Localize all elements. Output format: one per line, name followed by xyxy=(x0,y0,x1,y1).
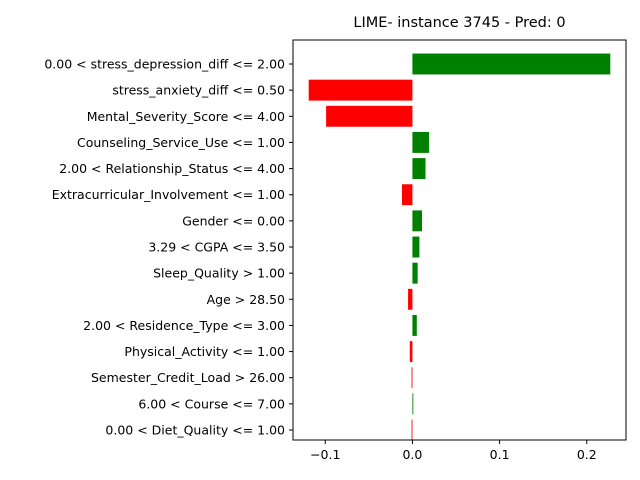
y-tick-label: Counseling_Service_Use <= 1.00 xyxy=(77,135,285,150)
y-tick-label: 3.29 < CGPA <= 3.50 xyxy=(148,240,285,255)
bars-group xyxy=(308,53,611,441)
y-tick-label: Semester_Credit_Load > 26.00 xyxy=(91,370,285,385)
y-tick-label: Physical_Activity <= 1.00 xyxy=(124,344,285,359)
bar-5 xyxy=(401,184,413,206)
plot-frame xyxy=(292,39,627,441)
bar-2 xyxy=(326,105,413,127)
bar-1 xyxy=(308,79,413,101)
x-tick-label: 0.0 xyxy=(402,447,422,462)
y-tick-label: 2.00 < Relationship_Status <= 4.00 xyxy=(59,161,285,176)
bar-3 xyxy=(412,131,429,153)
y-tick-label: Sleep_Quality > 1.00 xyxy=(153,266,285,281)
bar-14 xyxy=(411,419,413,441)
bar-11 xyxy=(409,341,413,363)
bar-9 xyxy=(408,288,413,310)
x-tick-label: −0.1 xyxy=(310,447,340,462)
y-tick-label: stress_anxiety_diff <= 0.50 xyxy=(112,83,285,98)
bar-6 xyxy=(412,210,423,232)
x-axis-group: −0.1 0.0 0.1 0.2 xyxy=(310,440,597,462)
y-tick-label: 0.00 < Diet_Quality <= 1.00 xyxy=(105,423,285,438)
y-tick-label: Extracurricular_Involvement <= 1.00 xyxy=(52,187,285,202)
bar-10 xyxy=(412,314,417,336)
chart-title: LIME- instance 3745 - Pred: 0 xyxy=(353,15,565,31)
y-tick-label: Age > 28.50 xyxy=(207,292,285,307)
bar-12 xyxy=(411,367,413,389)
bar-13 xyxy=(412,393,414,415)
bar-8 xyxy=(412,262,418,284)
y-tick-label: Gender <= 0.00 xyxy=(182,213,285,228)
x-tick-label: 0.1 xyxy=(490,447,510,462)
bar-4 xyxy=(412,158,426,180)
x-tick-label: 0.2 xyxy=(577,447,597,462)
y-tick-label: 2.00 < Residence_Type <= 3.00 xyxy=(83,318,285,333)
bar-7 xyxy=(412,236,420,258)
y-tick-label: Mental_Severity_Score <= 4.00 xyxy=(87,109,285,124)
y-tick-label: 0.00 < stress_depression_diff <= 2.00 xyxy=(44,57,285,72)
y-tick-labels-group: 0.00 < stress_depression_diff <= 2.00 str… xyxy=(44,57,293,438)
y-tick-label: 6.00 < Course <= 7.00 xyxy=(138,396,285,411)
bar-0 xyxy=(412,53,611,75)
